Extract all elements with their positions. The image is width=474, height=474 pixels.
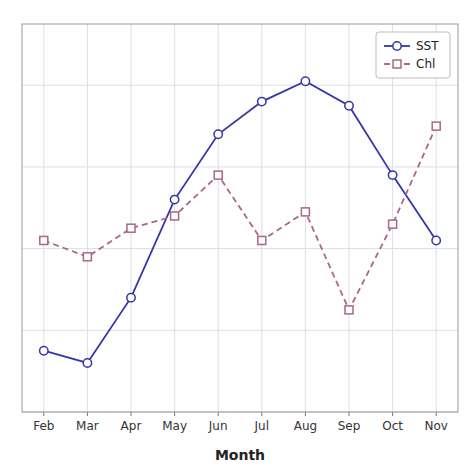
legend-label: Chl	[416, 57, 435, 71]
x-tick	[87, 412, 88, 416]
data-point	[345, 306, 353, 314]
grid-line	[349, 24, 350, 412]
series-line	[44, 126, 436, 310]
x-tick-label: Feb	[33, 419, 54, 433]
x-tick-label: Jun	[208, 419, 228, 433]
x-tick-label: Nov	[424, 419, 447, 433]
grid-line	[436, 24, 437, 412]
x-tick	[131, 412, 132, 416]
x-tick	[392, 412, 393, 416]
plot-background	[22, 24, 458, 412]
data-point	[127, 293, 135, 301]
data-point	[432, 236, 440, 244]
data-point	[258, 236, 266, 244]
x-tick	[218, 412, 219, 416]
data-point	[83, 253, 91, 261]
x-tick-label: Oct	[382, 419, 403, 433]
x-axis-label: Month	[215, 447, 265, 463]
data-point	[388, 171, 396, 179]
x-tick	[174, 412, 175, 416]
data-point	[171, 212, 179, 220]
grid-line	[261, 24, 262, 412]
legend: SST Chl	[376, 32, 450, 78]
data-point	[40, 236, 48, 244]
plot-frame	[22, 24, 458, 412]
x-tick-label: Sep	[338, 419, 361, 433]
data-point	[83, 359, 91, 367]
series-group	[40, 77, 441, 367]
x-tick	[436, 412, 437, 416]
data-point	[214, 171, 222, 179]
series-line	[44, 81, 436, 363]
grid-line	[392, 24, 393, 412]
legend-box	[376, 32, 450, 78]
grid-line	[218, 24, 219, 412]
legend-marker	[393, 60, 401, 68]
data-point	[40, 347, 48, 355]
data-point	[258, 97, 266, 105]
grid-line	[87, 24, 88, 412]
data-point	[170, 195, 178, 203]
chart: Feb Mar Apr May Jun Jul Aug Sep Oct Nov Month SST Ch…	[0, 0, 474, 474]
grid-line	[131, 24, 132, 412]
plot	[22, 24, 458, 412]
legend-label: SST	[416, 39, 439, 53]
x-tick-label: Apr	[121, 419, 142, 433]
data-point	[214, 130, 222, 138]
x-tick	[349, 412, 350, 416]
data-point	[301, 77, 309, 85]
data-point	[345, 101, 353, 109]
data-point	[389, 220, 397, 228]
data-point	[301, 208, 309, 216]
legend-marker	[393, 42, 401, 50]
data-point	[127, 224, 135, 232]
x-tick-label: Aug	[294, 419, 317, 433]
data-point	[432, 122, 440, 130]
x-tick	[305, 412, 306, 416]
x-tick-label: Mar	[76, 419, 99, 433]
x-tick	[261, 412, 262, 416]
x-tick-label: Jul	[254, 419, 269, 433]
x-tick-label: May	[162, 419, 187, 433]
x-tick	[43, 412, 44, 416]
